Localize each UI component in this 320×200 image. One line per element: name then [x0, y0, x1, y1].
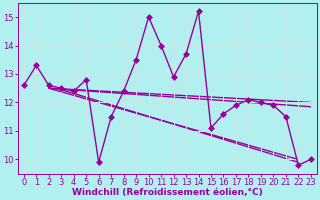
X-axis label: Windchill (Refroidissement éolien,°C): Windchill (Refroidissement éolien,°C) — [72, 188, 263, 197]
